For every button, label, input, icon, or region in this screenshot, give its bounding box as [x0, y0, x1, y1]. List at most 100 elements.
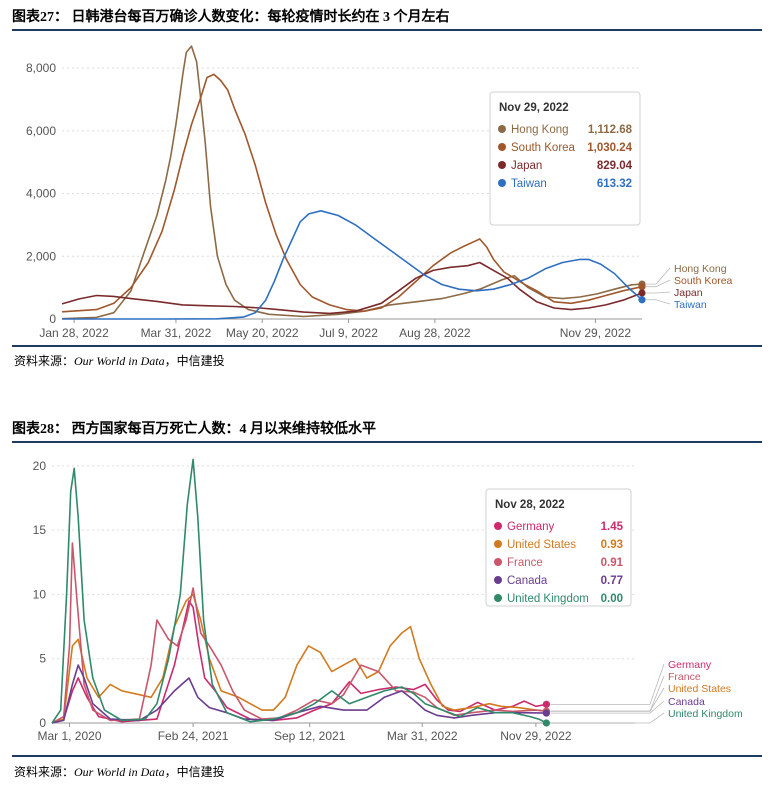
tooltip-series-value: 0.93	[601, 539, 623, 551]
end-label-leader	[646, 291, 671, 294]
chart-confirmed-cases: 0 2,000 4,000 6,000 8,000 Jan 28, 2022 Mar 31,…	[26, 45, 733, 340]
end-point-marker	[638, 296, 646, 304]
tooltip-series-name: Taiwan	[511, 178, 547, 190]
figure-27-title: 图表27： 日韩港台每百万确诊人数变化：每轮疫情时长约在 3 个月左右	[12, 10, 450, 25]
tooltip-series-name: United States	[507, 539, 576, 551]
end-label: United States	[668, 683, 731, 695]
x-tick-label: Sep 12, 2021	[274, 729, 346, 743]
figure-27-source: 资料来源：Our World in Data，中信建投	[14, 352, 225, 369]
end-label-leader	[646, 267, 671, 285]
end-label: Taiwan	[674, 299, 707, 311]
tooltip-series-value: 1,030.24	[587, 142, 632, 154]
y-tick-label: 0	[49, 312, 56, 326]
y-tick-label: 5	[39, 652, 46, 666]
tooltip-series-value: 0.00	[601, 593, 623, 605]
figure-28-title: 图表28： 西方国家每百万死亡人数：4 月以来维持较低水平	[12, 422, 376, 437]
end-point-marker	[638, 289, 646, 297]
tooltip-date: Nov 29, 2022	[499, 102, 569, 114]
y-tick-label: 15	[33, 523, 47, 537]
end-label: Japan	[674, 287, 703, 299]
source-prefix: 资料来源：	[14, 765, 75, 779]
x-tick-label: Jul 9, 2022	[319, 326, 378, 340]
y-tick-label: 6,000	[26, 124, 56, 138]
tooltip-series-name: South Korea	[511, 142, 576, 154]
y-tick-label: 10	[33, 587, 47, 601]
end-label-leader	[550, 712, 665, 724]
x-tick-label: Feb 24, 2021	[158, 729, 229, 743]
tooltip-series-value: 1,112.68	[588, 124, 633, 136]
x-tick-label: Mar 31, 2022	[387, 729, 458, 743]
series-line-hong-kong	[61, 45, 643, 320]
tooltip-box	[485, 488, 632, 607]
end-label-leader	[646, 279, 671, 288]
tooltip-legend-dot	[498, 125, 506, 133]
tooltip-legend-dot	[494, 522, 502, 530]
tooltip-legend-dot	[494, 540, 502, 548]
tooltip-series-name: Japan	[511, 160, 542, 172]
end-label: United Kingdom	[668, 708, 743, 720]
series-line-south-korea	[61, 73, 643, 313]
tooltip-series-value: 0.91	[601, 557, 624, 569]
series-line-japan	[61, 261, 643, 315]
tooltip-series-value: 829.04	[597, 160, 633, 172]
end-label-leader	[550, 700, 665, 714]
source-suffix: ，中信建投	[164, 354, 225, 368]
x-tick-label: Aug 28, 2022	[399, 326, 471, 340]
end-label-leader	[646, 299, 671, 305]
tooltip-series-value: 0.77	[601, 575, 623, 587]
tooltip-legend-dot	[498, 179, 506, 187]
y-tick-label: 20	[33, 459, 47, 473]
figure-28-bottom-rule	[12, 755, 762, 757]
x-tick-label: Nov 29, 2022	[500, 729, 572, 743]
chart-deaths: 0 5 10 15 20 Mar 1, 2020 Feb 24, 2021 Sep 12, 2…	[33, 458, 743, 743]
tooltip-legend-dot	[498, 161, 506, 169]
figure-27-bottom-rule	[12, 345, 762, 347]
series-line-united-kingdom	[51, 458, 547, 724]
x-tick-label: Jan 28, 2022	[39, 326, 109, 340]
series-line-taiwan	[62, 210, 643, 320]
x-tick-label: Mar 1, 2020	[37, 729, 101, 743]
tooltip: Nov 29, 2022 Hong Kong 1,112.68 South Korea…	[489, 91, 641, 226]
end-label-leader	[550, 663, 665, 705]
tooltip-series-name: United Kingdom	[507, 593, 589, 605]
y-tick-label: 4,000	[26, 187, 56, 201]
tooltip-date: Nov 28, 2022	[495, 499, 565, 511]
tooltip: Nov 28, 2022 Germany 1.45 United States 0.93…	[485, 488, 632, 607]
figure-27-top-rule	[12, 29, 762, 31]
figure-28-source: 资料来源：Our World in Data，中信建投	[14, 763, 225, 780]
end-label-leader	[550, 687, 665, 712]
y-tick-label: 8,000	[26, 61, 56, 75]
figure-28-top-rule	[12, 441, 762, 443]
y-tick-label: 0	[39, 716, 46, 730]
tooltip-legend-dot	[498, 143, 506, 151]
tooltip-legend-dot	[494, 576, 502, 584]
tooltip-legend-dot	[494, 558, 502, 566]
end-point-marker	[638, 283, 646, 291]
series-line-canada	[51, 664, 547, 724]
end-point-marker	[542, 719, 550, 727]
y-tick-label: 2,000	[26, 249, 56, 263]
end-label: Hong Kong	[674, 263, 727, 275]
source-prefix: 资料来源：	[14, 354, 75, 368]
source-suffix: ，中信建投	[164, 765, 225, 779]
tooltip-series-name: France	[507, 557, 543, 569]
x-tick-label: May 20, 2022	[226, 326, 299, 340]
end-label: South Korea	[674, 275, 733, 287]
x-tick-label: Nov 29, 2022	[560, 326, 632, 340]
end-label: Germany	[668, 659, 712, 671]
tooltip-series-name: Germany	[507, 521, 555, 533]
end-label-leader	[550, 675, 665, 712]
tooltip-series-value: 613.32	[597, 178, 632, 190]
series-line-united-states	[51, 593, 547, 724]
source-name: Our World in Data	[74, 354, 165, 368]
x-tick-label: Mar 31, 2022	[141, 326, 212, 340]
source-name: Our World in Data	[74, 765, 165, 779]
end-point-marker	[542, 700, 550, 708]
end-label: France	[668, 671, 701, 683]
end-point-marker	[542, 709, 550, 717]
tooltip-box	[489, 91, 641, 226]
tooltip-legend-dot	[494, 594, 502, 602]
tooltip-series-name: Canada	[507, 575, 548, 587]
tooltip-series-name: Hong Kong	[511, 124, 569, 136]
end-label: Canada	[668, 696, 705, 708]
